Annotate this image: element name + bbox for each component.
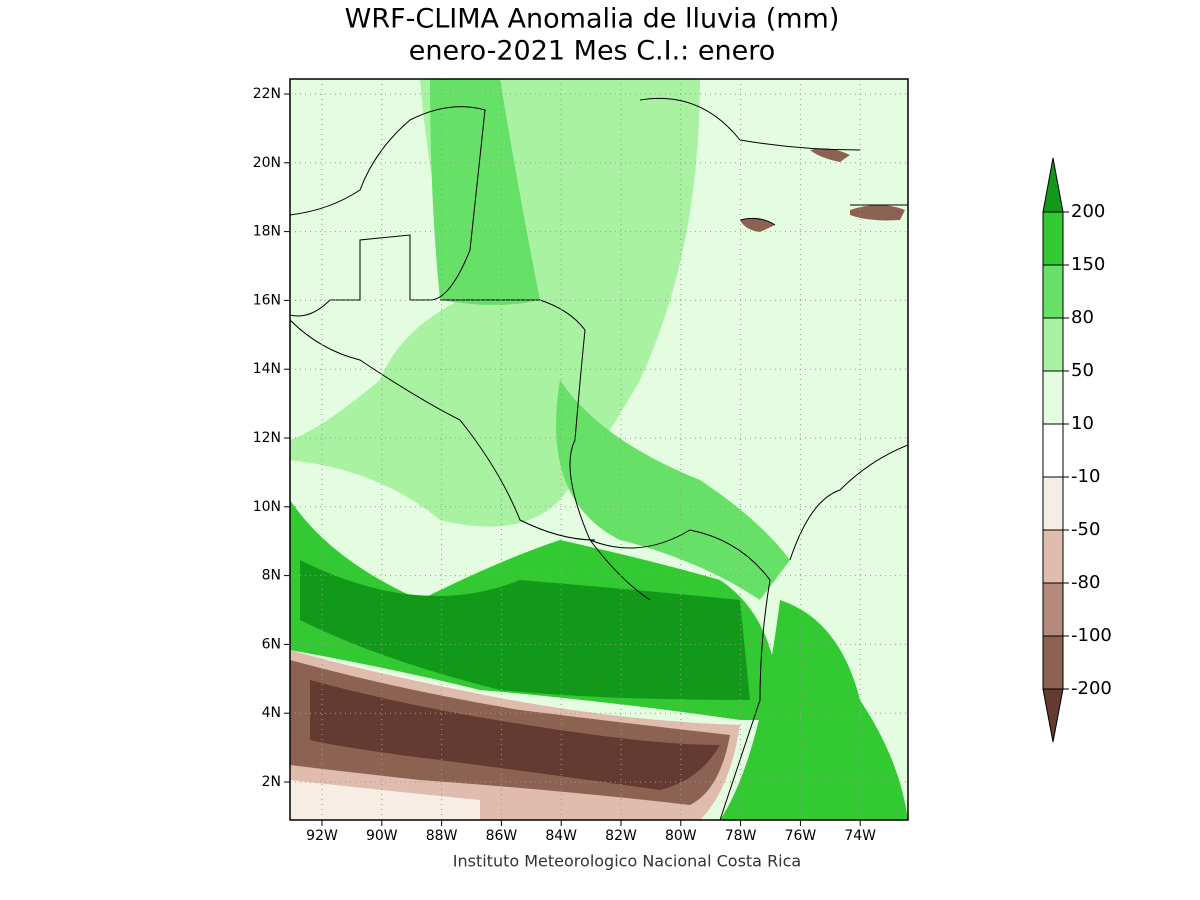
lon-tick-label: 86W — [486, 828, 518, 844]
lon-tick-label: 92W — [306, 828, 338, 844]
lon-tick-label: 74W — [844, 828, 876, 844]
colorbar-label: 80 — [1071, 307, 1094, 328]
lon-tick-label: 82W — [605, 828, 637, 844]
graticule: 22N 20N 18N 16N 14N 12N 10N 8N 6N 4N 2N 92W 90W 88W 86… — [253, 79, 908, 844]
map-frame — [289, 78, 909, 821]
colorbar-label: -200 — [1071, 678, 1112, 699]
colorbar-band — [1042, 264, 1064, 319]
map-field — [290, 79, 908, 820]
lon-tick-label: 84W — [545, 828, 577, 844]
colorbar-label: 200 — [1071, 201, 1105, 222]
title-line: enero-2021 Mes C.I.: enero — [409, 36, 775, 67]
lat-tick-label: 2N — [262, 774, 281, 790]
lon-tick-label: 76W — [785, 828, 817, 844]
lat-tick-label: 8N — [262, 568, 281, 584]
colorbar-label: -80 — [1071, 572, 1100, 593]
colorbar-cap — [1042, 157, 1064, 213]
colorbar-band — [1042, 211, 1064, 266]
lat-tick-label: 22N — [253, 86, 281, 102]
colorbar-band — [1042, 476, 1064, 531]
footer: Instituto Meteorologico Nacional Costa R… — [453, 852, 801, 871]
lon-tick-label: 80W — [665, 828, 697, 844]
lon-tick-label: 78W — [725, 828, 757, 844]
colorbar-label: 150 — [1071, 254, 1105, 275]
lat-tick-label: 14N — [253, 361, 281, 377]
colorbar-band — [1042, 317, 1064, 372]
lon-tick-label: 90W — [366, 828, 398, 844]
colorbar-label: -100 — [1071, 625, 1112, 646]
colorbar-label: 10 — [1071, 413, 1094, 434]
lat-tick-label: 18N — [253, 224, 281, 240]
lat-tick-label: 6N — [262, 636, 281, 652]
lat-tick-label: 20N — [253, 155, 281, 171]
lat-tick-label: 16N — [253, 292, 281, 308]
colorbar-label: 50 — [1071, 360, 1094, 381]
colorbar-band — [1042, 529, 1064, 584]
lat-tick-label: 12N — [253, 430, 281, 446]
colorbar-band — [1042, 423, 1064, 478]
lat-tick-label: 10N — [253, 499, 281, 515]
colorbar-label: -10 — [1071, 466, 1100, 487]
lon-tick-label: 88W — [426, 828, 458, 844]
colorbar: 200 150 80 50 10 -10 -50 -80 -100 -200 — [1042, 157, 1112, 743]
colorbar-band — [1042, 370, 1064, 425]
colorbar-band — [1042, 635, 1064, 690]
colorbar-band — [1042, 582, 1064, 637]
lat-tick-label: 4N — [262, 705, 281, 721]
title-line: WRF-CLIMA Anomalia de lluvia (mm) — [345, 4, 840, 35]
colorbar-cap — [1042, 688, 1064, 743]
colorbar-label: -50 — [1071, 519, 1100, 540]
